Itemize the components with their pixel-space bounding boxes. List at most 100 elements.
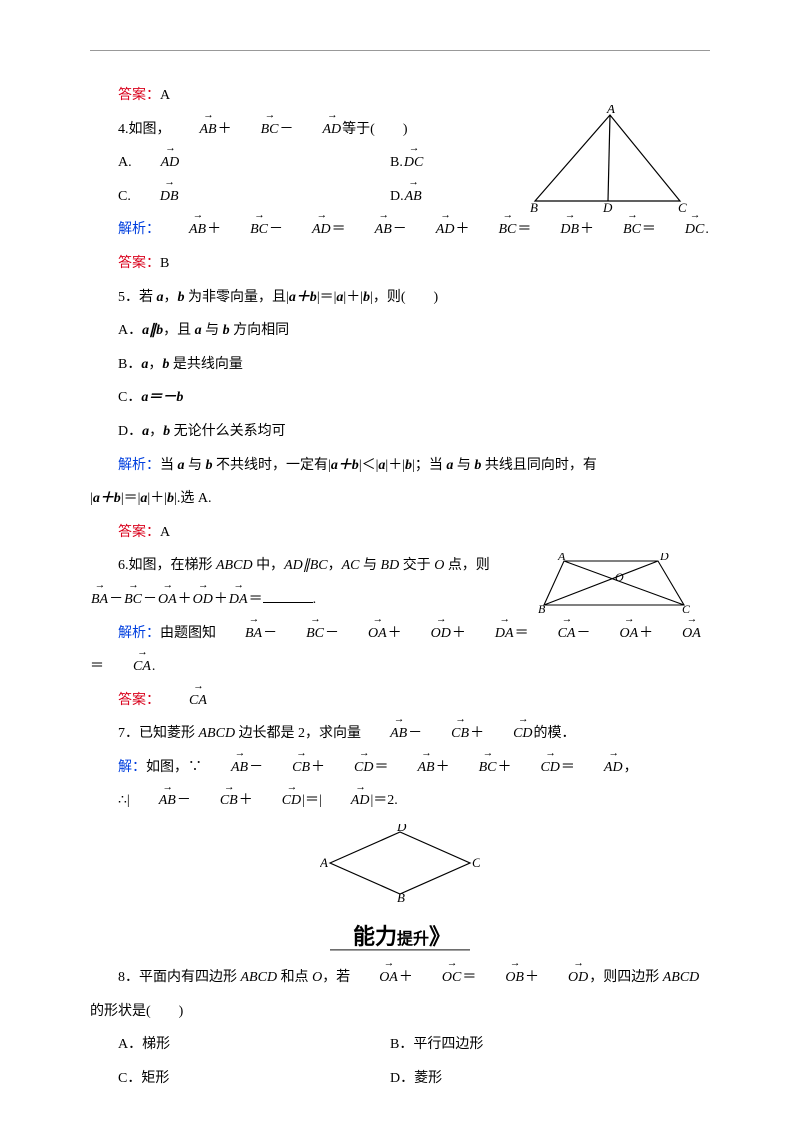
b: b — [405, 458, 412, 473]
t: 不共线时，一定有| — [213, 458, 331, 473]
t: ，则四边形 — [589, 970, 663, 985]
vec-BC: BC — [123, 583, 143, 617]
apb: a＋b — [93, 491, 121, 506]
a: a — [157, 290, 164, 305]
vec-AD: AD — [283, 213, 332, 247]
t: 与 — [202, 323, 223, 338]
b: b — [223, 323, 230, 338]
t: |＋| — [385, 458, 405, 473]
apb: a＋b — [289, 290, 317, 305]
q4-row1: A.AD B.DC — [90, 146, 710, 180]
q8-optA: A．梯形 — [90, 1028, 390, 1062]
t: ， — [328, 558, 342, 573]
vec-OB: OB — [476, 961, 525, 995]
vec-OA: OA — [157, 583, 178, 617]
vec-CD: CD — [511, 751, 560, 785]
vec-AB: AB — [346, 213, 393, 247]
t: 交于 — [399, 558, 434, 573]
t: 中， — [253, 558, 285, 573]
t: 与 — [360, 558, 381, 573]
a: a — [178, 458, 185, 473]
t: ，且 — [163, 323, 195, 338]
q8-stem: 8．平面内有四边形 ABCD 和点 O，若OA＋OC＝OB＋OD，则四边形 AB… — [90, 961, 710, 1028]
q4-optB-label: B. — [390, 155, 403, 170]
t: 和点 — [277, 970, 312, 985]
t: ABCD — [216, 558, 253, 573]
q4-stem: 4.如图，AB＋BC－AD等于( ) — [90, 113, 710, 147]
q4-optD-label: D. — [390, 189, 404, 204]
q4-optA-label: A. — [118, 155, 132, 170]
t: 7．已知菱形 — [118, 726, 199, 741]
t: a＝－b — [141, 390, 183, 405]
t: 5．若 — [118, 290, 157, 305]
t: O — [434, 558, 444, 573]
t: |＝2. — [370, 793, 397, 808]
answer-value: A — [160, 525, 170, 540]
t: 为非零向量，且| — [185, 290, 289, 305]
vec-CA: CA — [160, 684, 208, 718]
t: 当 — [160, 458, 178, 473]
t: |＋| — [343, 290, 363, 305]
t: O — [312, 970, 322, 985]
label-A: A — [320, 855, 328, 870]
vec-AD: AD — [575, 751, 624, 785]
t: ， — [624, 760, 638, 775]
a: a — [142, 424, 149, 439]
t: 由题图知 — [160, 626, 216, 641]
t: |.选 A. — [174, 491, 211, 506]
t: ABCD — [199, 726, 236, 741]
a: a — [141, 357, 148, 372]
t: |＋| — [147, 491, 167, 506]
t: 如图，∵ — [146, 760, 202, 775]
t: 与 — [453, 458, 474, 473]
t: |＜| — [359, 458, 379, 473]
q4-stem-b: 等于( ) — [342, 122, 407, 137]
t: D． — [118, 424, 142, 439]
t: |＝| — [317, 290, 337, 305]
t: 是共线向量 — [169, 357, 243, 372]
t: B． — [118, 357, 141, 372]
label-B: B — [397, 890, 405, 902]
b: b — [178, 290, 185, 305]
jiexi-label: 解析： — [118, 626, 160, 641]
blank — [263, 588, 313, 603]
t: C． — [118, 390, 141, 405]
vec-AD: AD — [407, 213, 456, 247]
q5-answer: 答案：A — [90, 516, 710, 550]
jie-label: 解： — [118, 760, 146, 775]
vec-DC: DC — [656, 213, 705, 247]
vec-BA: BA — [90, 583, 109, 617]
vec-CD: CD — [253, 784, 302, 818]
vec-DA: DA — [466, 617, 515, 651]
answer-value: A — [160, 88, 170, 103]
q5-optB: B．a，b 是共线向量 — [90, 348, 710, 382]
vec-BC: BC — [450, 751, 498, 785]
t: |；当 — [412, 458, 446, 473]
q8-row1: A．梯形 B．平行四边形 — [90, 1028, 710, 1062]
q5-optD: D．a，b 无论什么关系均可 — [90, 415, 710, 449]
jiexi-label: 解析： — [118, 458, 160, 473]
t: 8．平面内有四边形 — [118, 970, 241, 985]
q8-optD: D．菱形 — [390, 1062, 710, 1096]
b: b — [206, 458, 213, 473]
vec-OA: OA — [590, 617, 639, 651]
q8-optC: C．矩形 — [90, 1062, 390, 1096]
q7-figure: A D C B — [320, 824, 480, 902]
vec-BC: BC — [277, 617, 325, 651]
q5-optA: A．a∥b，且 a 与 b 方向相同 — [90, 314, 710, 348]
q5-jiexi-1: 解析：当 a 与 b 不共线时，一定有|a＋b|＜|a|＋|b|；当 a 与 b… — [90, 449, 710, 483]
label-D: D — [396, 824, 407, 834]
vec-DB: DB — [531, 213, 580, 247]
a: a — [195, 323, 202, 338]
t: 与 — [185, 458, 206, 473]
answer-label: 答案： — [118, 88, 160, 103]
t: 的模． — [534, 726, 576, 741]
jiexi-label: 解析： — [118, 222, 160, 237]
q4-jiexi: 解析：AB＋BC－AD＝AB－AD＋BC＝DB＋BC＝DC. — [90, 213, 710, 247]
q4-answer: 答案：B — [90, 247, 710, 281]
t: 共线且同向时，有 — [481, 458, 597, 473]
vec-OD: OD — [539, 961, 589, 995]
vec-BC: BC — [469, 213, 517, 247]
q8-row2: C．矩形 D．菱形 — [90, 1062, 710, 1096]
vec-CA: CA — [104, 650, 152, 684]
